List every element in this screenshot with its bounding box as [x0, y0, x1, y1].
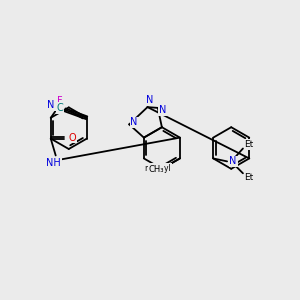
Text: NH: NH	[46, 158, 61, 168]
Text: N: N	[229, 156, 237, 167]
Text: N: N	[130, 117, 138, 128]
Text: O: O	[69, 133, 76, 142]
Text: N: N	[47, 100, 55, 110]
Text: Et: Et	[244, 173, 254, 182]
Text: C: C	[57, 103, 63, 113]
Text: F: F	[57, 96, 62, 106]
Text: N: N	[159, 105, 166, 115]
Text: Et: Et	[244, 140, 254, 149]
Text: methyl: methyl	[145, 164, 172, 173]
Text: CH₃: CH₃	[148, 165, 164, 174]
Text: N: N	[146, 95, 153, 105]
